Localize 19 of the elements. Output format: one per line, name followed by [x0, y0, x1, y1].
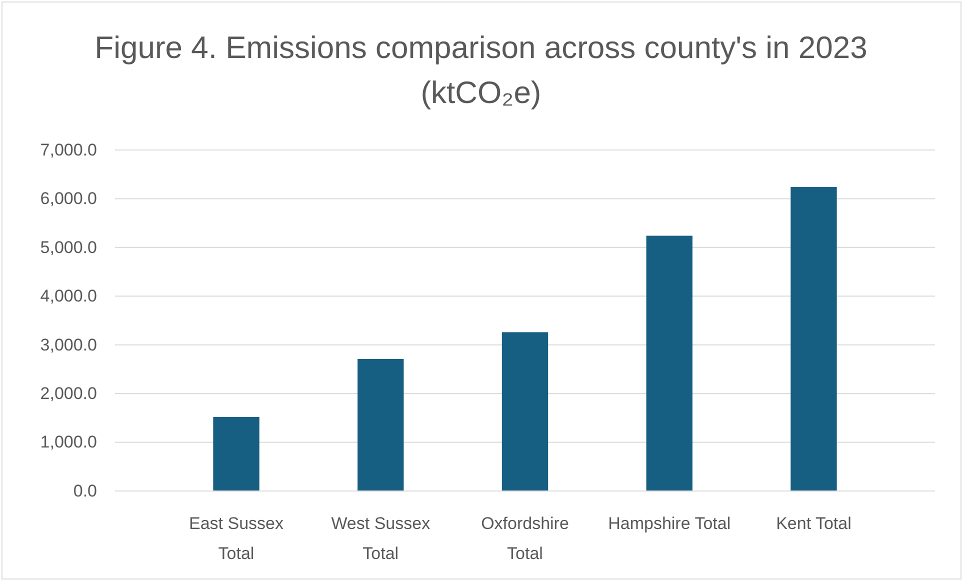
y-tick-label: 2,000.0	[40, 384, 97, 404]
x-tick-label: East Sussex Total	[189, 514, 284, 563]
y-tick-label: 5,000.0	[40, 238, 97, 257]
x-tick-label: Oxfordshire Total	[481, 514, 569, 563]
x-tick-label: Hampshire Total	[608, 514, 731, 533]
y-tick-label: 7,000.0	[40, 140, 97, 160]
bar	[358, 358, 404, 491]
y-tick-label: 1,000.0	[40, 432, 97, 452]
y-tick-label: 3,000.0	[40, 335, 97, 354]
bar	[213, 416, 260, 491]
bar	[646, 236, 692, 491]
chart-title: Figure 4. Emissions comparison across county's in 2023 (ktCO₂e)	[94, 30, 868, 110]
bar	[502, 332, 548, 491]
y-tick-label: 4,000.0	[40, 286, 97, 306]
y-tick-label: 0.0	[73, 481, 97, 500]
x-tick-label: Kent Total	[776, 514, 852, 533]
x-tick-label: West Sussex Total	[331, 514, 431, 563]
bar	[790, 187, 837, 491]
y-tick-label: 6,000.0	[40, 189, 97, 208]
